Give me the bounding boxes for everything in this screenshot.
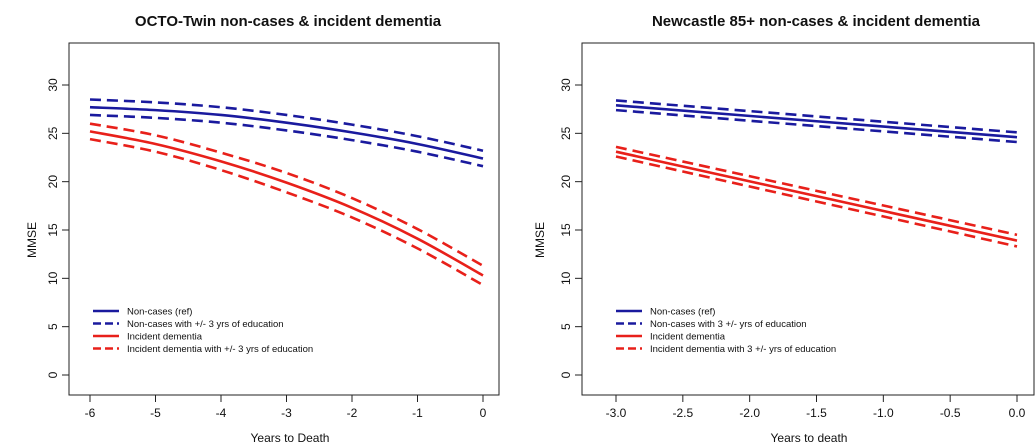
- y-tick-label: 0: [46, 371, 60, 378]
- x-tick-label: -0.5: [940, 406, 961, 420]
- x-tick-label: -2: [347, 406, 358, 420]
- y-tick-label: 10: [46, 271, 60, 285]
- plot-box: [68, 42, 500, 396]
- legend: Non-cases (ref)Non-cases with 3 +/- yrs …: [616, 307, 836, 355]
- y-tick-label: 5: [559, 323, 573, 330]
- series-line-dashed-dementia: [615, 155, 1018, 248]
- series-line-dashed-dementia: [89, 122, 484, 267]
- legend-label: Non-cases with +/- 3 yrs of education: [127, 319, 284, 330]
- legend-label: Incident dementia: [650, 332, 726, 343]
- legend-label: Incident dementia: [127, 332, 203, 343]
- x-tick-label: 0.0: [1009, 406, 1026, 420]
- y-tick-label: 30: [559, 78, 573, 92]
- series-line-dashed-non-cases: [89, 113, 484, 168]
- x-tick-label: -6: [85, 406, 96, 420]
- y-axis-label: MMSE: [533, 222, 547, 258]
- x-tick-label: -1.0: [873, 406, 894, 420]
- x-tick-label: -1: [412, 406, 423, 420]
- octo-twin-panel: OCTO-Twin non-cases & incident dementia …: [25, 13, 500, 445]
- y-tick-label: 10: [559, 271, 573, 285]
- newcastle-panel: Newcastle 85+ non-cases & incident demen…: [533, 13, 1035, 445]
- legend-label: Incident dementia with +/- 3 yrs of educ…: [127, 344, 313, 355]
- legend-label: Incident dementia with 3 +/- yrs of educ…: [650, 344, 836, 355]
- y-tick-label: 15: [559, 223, 573, 237]
- x-tick-label: -2.0: [739, 406, 760, 420]
- series-line-dashed-non-cases: [89, 98, 484, 153]
- y-tick-label: 20: [559, 175, 573, 189]
- x-axis-label: Years to death: [771, 431, 848, 445]
- legend: Non-cases (ref)Non-cases with +/- 3 yrs …: [93, 307, 313, 355]
- series-line-solid-dementia: [615, 150, 1018, 242]
- y-tick-label: 30: [46, 78, 60, 92]
- legend-label: Non-cases with 3 +/- yrs of education: [650, 319, 807, 330]
- x-tick-label: -5: [150, 406, 161, 420]
- series-line-solid-non-cases: [615, 104, 1018, 139]
- series-line-dashed-dementia: [89, 137, 484, 287]
- x-tick-label: -3: [281, 406, 292, 420]
- series-line-solid-dementia: [89, 130, 484, 277]
- x-tick-label: -4: [216, 406, 227, 420]
- x-tick-label: -3.0: [606, 406, 627, 420]
- chart-title: OCTO-Twin non-cases & incident dementia: [135, 13, 442, 30]
- legend-label: Non-cases (ref): [127, 307, 192, 318]
- y-tick-label: 15: [46, 223, 60, 237]
- x-tick-label: 0: [480, 406, 487, 420]
- chart-marks: -3.0 -2.5 -2.0 -1.5 -1.0 -0.5 0.0 0 5 10 15 20 25 30: [559, 78, 1026, 420]
- y-axis-label: MMSE: [25, 222, 39, 258]
- x-axis-label: Years to Death: [251, 431, 330, 445]
- series-line-dashed-non-cases: [615, 108, 1018, 144]
- chart-marks: -6 -5 -4 -3 -2 -1 0 0 5 10 15 20 25 30: [46, 78, 487, 420]
- plot-box: [581, 42, 1035, 396]
- series-line-dashed-dementia: [615, 145, 1018, 237]
- x-tick-label: -1.5: [806, 406, 827, 420]
- x-tick-label: -2.5: [672, 406, 693, 420]
- chart-title: Newcastle 85+ non-cases & incident demen…: [652, 13, 981, 30]
- series-line-dashed-non-cases: [615, 99, 1018, 134]
- y-tick-label: 25: [559, 126, 573, 140]
- legend-label: Non-cases (ref): [650, 307, 715, 318]
- series-line-solid-non-cases: [89, 105, 484, 160]
- y-tick-label: 25: [46, 126, 60, 140]
- y-tick-label: 0: [559, 371, 573, 378]
- y-tick-label: 5: [46, 323, 60, 330]
- y-tick-label: 20: [46, 175, 60, 189]
